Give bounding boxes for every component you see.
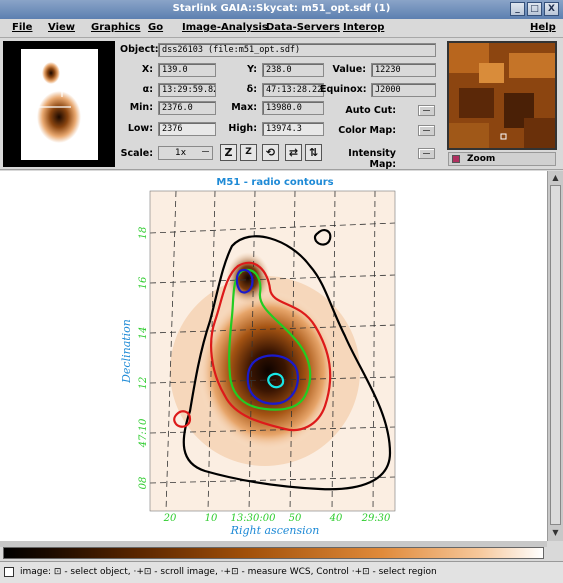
radio-contours bbox=[173, 229, 392, 491]
galaxy-thumbnail-image bbox=[32, 62, 81, 143]
scroll-up-icon[interactable]: ▲ bbox=[552, 173, 559, 182]
menu-go[interactable]: Go bbox=[148, 22, 164, 33]
intensity-menu-button[interactable] bbox=[418, 148, 435, 159]
contour-red-small bbox=[173, 410, 192, 428]
min-label: Min: bbox=[129, 102, 153, 113]
pan-window[interactable] bbox=[3, 41, 115, 167]
colorbar[interactable] bbox=[3, 547, 544, 559]
window-title: Starlink GAIA::Skycat: m51_opt.sdf (1) bbox=[172, 3, 391, 14]
contour-green bbox=[228, 268, 312, 411]
flip-x-icon[interactable]: ⇄ bbox=[285, 144, 302, 161]
y-tick-label: 12 bbox=[138, 377, 149, 390]
x-tick-label: 10 bbox=[205, 513, 218, 524]
x-axis-label: Right ascension bbox=[230, 524, 320, 537]
vertical-scrollbar[interactable]: ▲ ▼ bbox=[547, 171, 563, 541]
y-axis-label: Declination bbox=[120, 319, 133, 384]
y-field: 238.0 bbox=[262, 63, 324, 77]
autocut-label: Auto Cut: bbox=[345, 105, 396, 116]
colormap-label: Color Map: bbox=[338, 125, 396, 136]
x-tick-label: 29:30 bbox=[361, 513, 391, 524]
horizontal-scrollbar[interactable] bbox=[0, 541, 547, 547]
contour-outer bbox=[182, 235, 392, 491]
contour-blue-core bbox=[246, 354, 299, 405]
scale-dropdown-icon bbox=[198, 147, 211, 158]
equinox-label: Equinox: bbox=[320, 84, 367, 95]
minimize-button[interactable]: _ bbox=[510, 2, 525, 16]
object-field: dss26103 (file:m51_opt.sdf) bbox=[158, 43, 436, 57]
menu-help[interactable]: Help bbox=[530, 22, 556, 33]
scale-select[interactable]: 1x bbox=[158, 146, 213, 160]
max-field: 13980.0 bbox=[262, 101, 324, 115]
contour-cyan bbox=[267, 372, 285, 389]
y-label: Y: bbox=[247, 64, 257, 75]
zoom-toggle[interactable]: Zoom bbox=[448, 152, 556, 166]
x-field: 139.0 bbox=[158, 63, 216, 77]
menu-data-servers[interactable]: Data-Servers bbox=[266, 22, 340, 33]
status-bar: image: ⊡ - select object, ·+⊡ - scroll i… bbox=[0, 561, 563, 583]
x-label: X: bbox=[141, 64, 153, 75]
magnifier-window bbox=[447, 41, 557, 150]
high-label: High: bbox=[228, 123, 257, 134]
min-field: 2376.0 bbox=[158, 101, 216, 115]
x-tick-label: 20 bbox=[163, 513, 177, 524]
y-tick-label: 16 bbox=[138, 276, 149, 289]
pan-thumbnail bbox=[21, 49, 98, 160]
image-canvas[interactable]: M51 - radio contours Right ascension Dec… bbox=[0, 171, 547, 541]
colormap-menu-button[interactable] bbox=[418, 125, 435, 136]
delta-field: 47:13:28.22 bbox=[262, 83, 324, 97]
m51-plot[interactable]: M51 - radio contours Right ascension Dec… bbox=[0, 171, 547, 541]
value-field: 12230 bbox=[371, 63, 436, 77]
status-info-icon bbox=[4, 567, 14, 577]
status-text: image: ⊡ - select object, ·+⊡ - scroll i… bbox=[20, 567, 437, 577]
low-cut-input[interactable]: 2376 bbox=[158, 122, 216, 136]
value-label: Value: bbox=[332, 64, 366, 75]
control-panel: Object: dss26103 (file:m51_opt.sdf) X: 1… bbox=[0, 38, 563, 170]
y-tick-label: 08 bbox=[138, 477, 149, 490]
zoom-checkbox[interactable] bbox=[452, 155, 460, 163]
menu-file[interactable]: File bbox=[12, 22, 33, 33]
contour-red bbox=[210, 261, 332, 432]
zoom-in-button[interactable]: Z bbox=[220, 144, 237, 161]
scroll-down-icon[interactable]: ▼ bbox=[552, 528, 559, 537]
maximize-button[interactable]: □ bbox=[527, 2, 542, 16]
alpha-label: α: bbox=[142, 84, 153, 95]
menu-view[interactable]: View bbox=[48, 22, 76, 33]
scale-label: Scale: bbox=[120, 148, 153, 159]
menu-image-analysis[interactable]: Image-Analysis bbox=[182, 22, 268, 33]
menu-bar: File View Graphics Go Image-Analysis Dat… bbox=[0, 19, 563, 38]
magnified-image bbox=[449, 43, 555, 148]
window-titlebar: Starlink GAIA::Skycat: m51_opt.sdf (1) _… bbox=[0, 0, 563, 19]
y-tick-label: 18 bbox=[138, 227, 149, 240]
y-tick-label: 47:10 bbox=[138, 418, 149, 448]
alpha-field: 13:29:59.824 bbox=[158, 83, 216, 97]
x-tick-label: 40 bbox=[329, 513, 343, 524]
plot-title: M51 - radio contours bbox=[216, 177, 333, 188]
x-tick-label: 13:30:00 bbox=[231, 513, 277, 524]
contour-blue-companion bbox=[235, 268, 254, 294]
intensity-label: Intensity Map: bbox=[348, 148, 396, 170]
x-tick-label: 50 bbox=[289, 513, 302, 524]
flip-y-icon[interactable]: ⇅ bbox=[305, 144, 322, 161]
magnifier-cursor bbox=[500, 133, 507, 140]
low-label: Low: bbox=[127, 123, 153, 134]
high-cut-input[interactable]: 13974.3 bbox=[262, 122, 324, 136]
y-tick-label: 14 bbox=[138, 327, 149, 340]
zoom-out-button[interactable]: Z bbox=[240, 144, 257, 161]
autocut-menu-button[interactable] bbox=[418, 105, 435, 116]
menu-graphics[interactable]: Graphics bbox=[91, 22, 141, 33]
equinox-field: J2000 bbox=[371, 83, 436, 97]
zoom-label: Zoom bbox=[467, 154, 496, 164]
delta-label: δ: bbox=[246, 84, 257, 95]
scroll-thumb[interactable] bbox=[550, 185, 561, 525]
contour-isolated bbox=[313, 229, 332, 246]
rotate-icon[interactable]: ⟲ bbox=[262, 144, 279, 161]
max-label: Max: bbox=[231, 102, 257, 113]
object-label: Object: bbox=[120, 44, 159, 55]
menu-interop[interactable]: Interop bbox=[343, 22, 385, 33]
close-button[interactable]: X bbox=[544, 2, 559, 16]
